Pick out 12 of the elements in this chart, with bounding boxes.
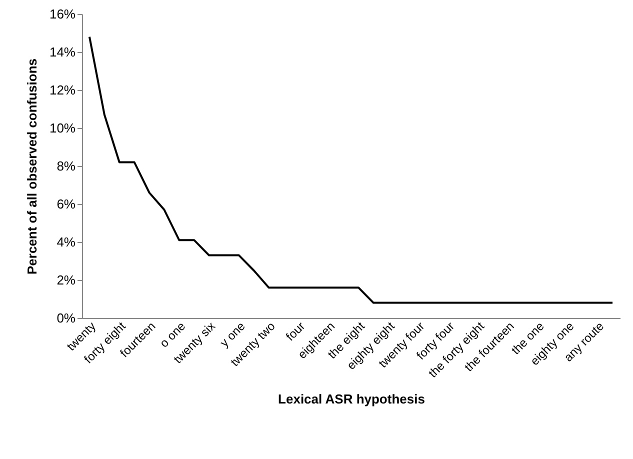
y-axis-title: Percent of all observed confusions — [24, 58, 40, 274]
line-series — [88, 36, 614, 304]
y-tick-label: 14% — [49, 44, 76, 60]
y-tick-label: 16% — [49, 6, 76, 22]
y-tick-label: 12% — [49, 82, 76, 98]
x-axis-title: Lexical ASR hypothesis — [278, 392, 425, 407]
y-tick-label: 6% — [56, 196, 76, 212]
y-tick-label: 2% — [56, 272, 76, 288]
y-tick-label: 8% — [56, 158, 76, 174]
y-tick-label: 4% — [56, 234, 76, 250]
y-tick-label: 10% — [49, 120, 76, 136]
y-tick-label: 0% — [56, 310, 76, 326]
